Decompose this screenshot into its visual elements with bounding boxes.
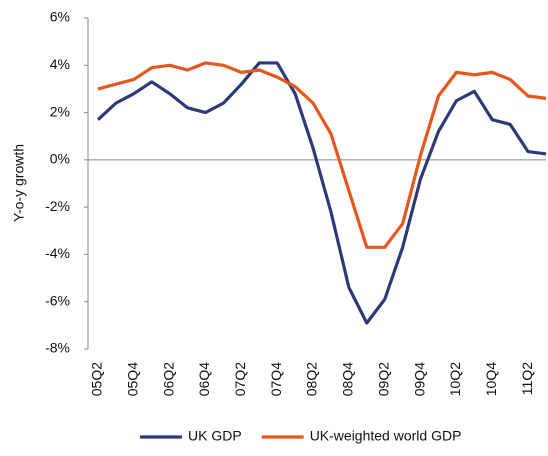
x-tick-label: 10Q4 — [483, 362, 499, 396]
y-tick-label: -8% — [45, 340, 70, 356]
x-tick-label: 05Q4 — [125, 362, 141, 396]
x-tick-label: 05Q2 — [89, 362, 105, 396]
series-line — [96, 61, 547, 325]
y-tick-label: 6% — [50, 9, 70, 25]
x-tick-label: 08Q2 — [304, 362, 320, 396]
y-tick-label: 0% — [50, 151, 70, 167]
x-tick-label: 08Q4 — [340, 362, 356, 396]
x-tick-label: 09Q4 — [411, 362, 427, 396]
x-tick-label: 07Q4 — [268, 362, 284, 396]
x-tick-label: 07Q2 — [232, 362, 248, 396]
y-tick-label: 2% — [50, 103, 70, 119]
y-axis-label: Y-o-y growth — [11, 144, 27, 222]
legend-label: UK GDP — [188, 428, 242, 444]
series-line — [97, 61, 547, 249]
y-tick-label: -4% — [45, 245, 70, 261]
y-tick-label: 4% — [50, 56, 70, 72]
y-tick-label: -2% — [45, 198, 70, 214]
x-tick-label: 11Q2 — [519, 362, 535, 395]
x-tick-label: 06Q2 — [160, 362, 176, 396]
x-tick-label: 10Q2 — [447, 362, 463, 396]
x-tick-label: 09Q2 — [375, 362, 391, 396]
legend-label: UK-weighted world GDP — [310, 428, 462, 444]
y-tick-label: -6% — [45, 292, 70, 308]
x-tick-label: 06Q4 — [196, 362, 212, 396]
